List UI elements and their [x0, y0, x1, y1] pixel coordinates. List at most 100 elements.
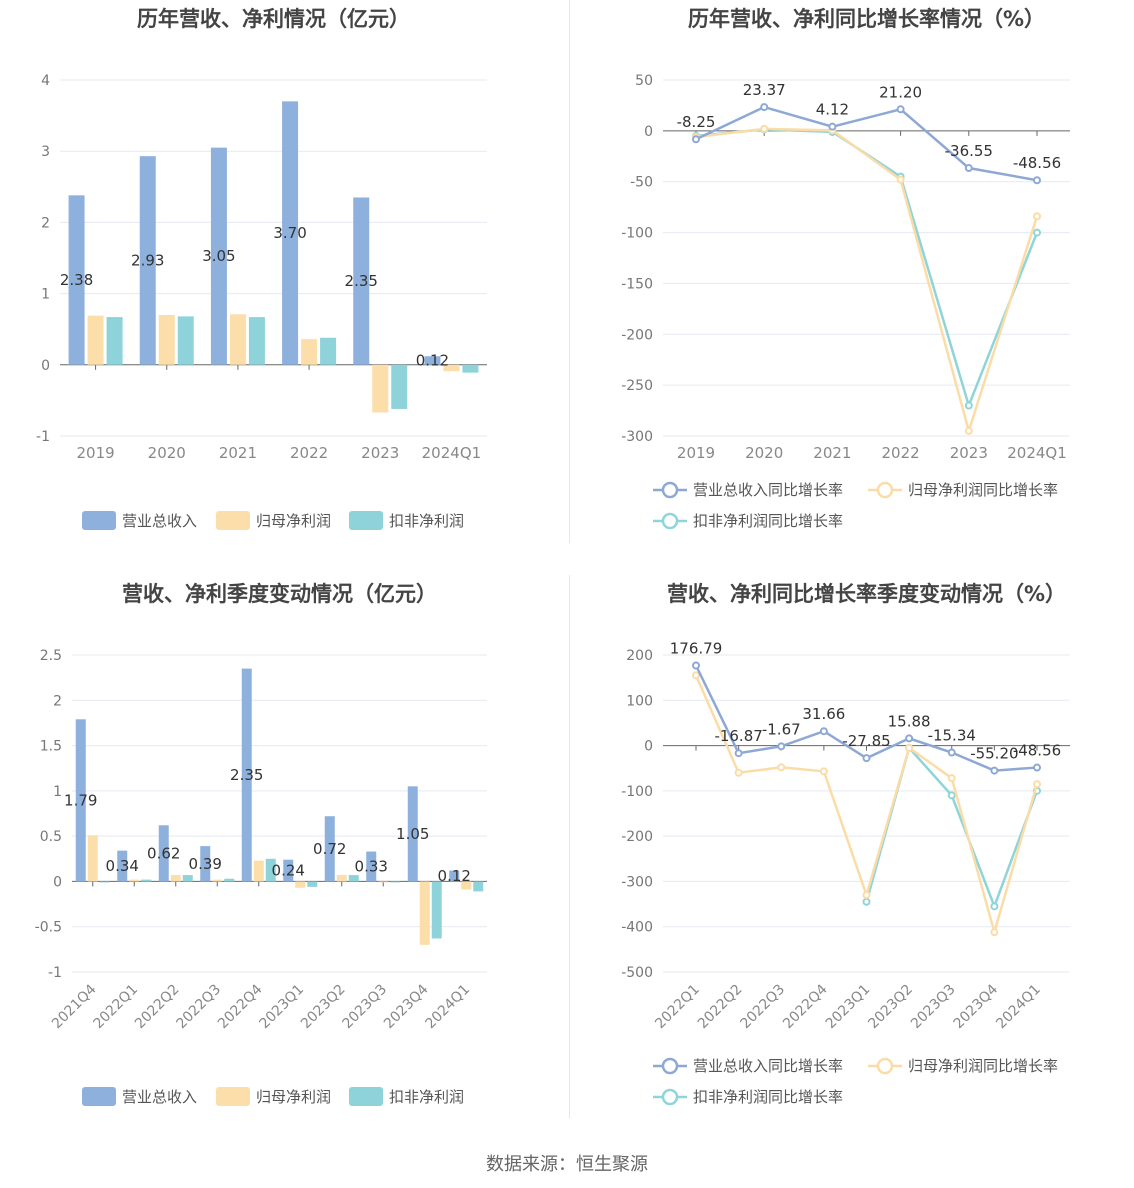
quarterly-revenue-profit-chart: 营收、净利季度变动情况（亿元） -1 -0.5 0 0.5 1 1.5 2 2.5 1.79 0.3…	[0, 575, 567, 1150]
quarterly-growth-rate-svg: 营收、净利同比增长率季度变动情况（%） -500 -400 -300 -200 -100 0…	[621, 582, 1070, 1106]
bar-net-profit	[461, 881, 472, 890]
panel-divider-top	[569, 0, 570, 543]
bar-deducted-profit	[177, 316, 194, 365]
series-point	[1033, 763, 1041, 772]
series-line-net-profit	[695, 127, 1039, 436]
annual-growth-rate-svg: 历年营收、净利同比增长率情况（%） -300 -250 -200 -150 -100 -50…	[621, 7, 1070, 530]
series-point	[692, 661, 700, 670]
bar-data-label: 0.33	[355, 857, 388, 875]
line-data-label: -48.56	[1013, 742, 1061, 760]
line-data-label: 31.66	[802, 705, 845, 723]
bar-revenue	[117, 850, 128, 882]
y-tick-label: -50	[630, 175, 653, 191]
bar-revenue	[68, 195, 85, 365]
line-data-label: 21.20	[879, 83, 922, 101]
line-data-label: -48.56	[1013, 154, 1061, 172]
bar-revenue	[241, 668, 252, 882]
bar-deducted-profit	[391, 364, 408, 409]
legend-swatch	[349, 1087, 383, 1106]
bar-net-profit	[212, 879, 223, 882]
line-data-label: -27.85	[842, 732, 890, 750]
y-tick-label: 3	[41, 144, 50, 160]
bar-net-profit	[170, 875, 181, 882]
bar-net-profit	[378, 881, 389, 883]
chart-title: 历年营收、净利同比增长率情况（%）	[688, 7, 1045, 31]
bar-data-label: 2.35	[230, 766, 263, 784]
line-data-label: 15.88	[888, 712, 931, 730]
series-point	[862, 754, 871, 763]
bar-data-label: 0.34	[106, 857, 139, 875]
x-tick-label: 2023	[361, 444, 399, 462]
bar-revenue	[75, 719, 86, 882]
series-point	[947, 774, 956, 783]
series-point	[947, 748, 956, 757]
line-data-label: -8.25	[677, 113, 716, 131]
series-point	[896, 175, 905, 184]
series-point	[1033, 176, 1041, 185]
y-tick-label: 1	[41, 287, 50, 303]
bar-deducted-profit	[390, 881, 401, 883]
series-point	[1033, 780, 1041, 789]
y-tick-label: -200	[621, 327, 653, 343]
bar-net-profit	[372, 364, 389, 413]
legend-label: 归母净利润同比增长率	[908, 481, 1058, 499]
bar-deducted-profit	[99, 881, 110, 883]
annual-revenue-profit-chart: 历年营收、净利情况（亿元） -1 0 1 2 3 4 2.38 2.93 3.05 3.70 2.35…	[0, 0, 567, 575]
series-point	[896, 105, 905, 114]
y-tick-label: 0	[644, 124, 653, 140]
series-point	[819, 727, 828, 736]
x-tick-label: 2020	[745, 444, 783, 462]
legend-label: 归母净利润同比增长率	[908, 1057, 1058, 1075]
x-tick-label: 2022Q2	[695, 982, 746, 1033]
legend-label: 扣非净利润	[389, 512, 464, 530]
legend-swatch	[216, 1087, 250, 1106]
bar-data-label: 0.12	[438, 867, 471, 885]
y-tick-label: -100	[621, 226, 653, 242]
series-point	[964, 401, 973, 410]
series-point	[828, 122, 837, 131]
y-tick-label: -0.5	[35, 920, 62, 936]
bar-net-profit	[336, 875, 347, 882]
x-tick-label: 2024Q1	[993, 982, 1044, 1033]
bar-deducted-profit	[431, 881, 442, 939]
bar-revenue	[324, 816, 335, 882]
series-point	[1033, 228, 1041, 237]
bar-deducted-profit	[106, 317, 123, 365]
bar-revenue	[210, 147, 227, 365]
x-tick-label: 2022	[290, 444, 328, 462]
legend-label: 扣非净利润同比增长率	[693, 1088, 843, 1106]
x-tick-label: 2023Q1	[256, 982, 307, 1033]
x-tick-label: 2024Q1	[422, 982, 473, 1033]
panel-divider-bottom	[569, 575, 570, 1118]
x-tick-label: 2023	[950, 444, 988, 462]
legend-label: 扣非净利润同比增长率	[693, 512, 843, 530]
y-tick-label: 2.5	[40, 648, 62, 664]
legend-marker	[661, 512, 679, 530]
x-tick-label: 2023Q3	[908, 982, 959, 1033]
data-source-note: 数据来源：恒生聚源	[486, 1154, 648, 1175]
legend-label: 营业总收入同比增长率	[693, 481, 843, 499]
series-line-revenue	[695, 105, 1038, 182]
x-tick-label: 2022Q3	[173, 982, 224, 1033]
chart-title: 营收、净利同比增长率季度变动情况（%）	[667, 582, 1066, 606]
annual-revenue-profit-svg: 历年营收、净利情况（亿元） -1 0 1 2 3 4 2.38 2.93 3.05 3.70 2.35…	[36, 7, 487, 530]
legend-label: 归母净利润	[256, 1088, 331, 1106]
bar-revenue	[366, 851, 377, 882]
series-point	[990, 766, 999, 775]
bar-revenue	[449, 870, 460, 882]
legend-swatch	[349, 511, 383, 530]
series-point	[777, 742, 786, 751]
bar-data-label: 0.24	[272, 862, 305, 880]
x-tick-label: 2022Q4	[780, 981, 831, 1032]
y-tick-label: 4	[41, 73, 50, 89]
bar-net-profit	[295, 881, 306, 888]
legend-marker	[661, 1088, 679, 1106]
legend-marker	[661, 1057, 679, 1075]
bar-data-label: 0.72	[313, 840, 346, 858]
series-point	[947, 791, 956, 800]
x-tick-label: 2024Q1	[1007, 444, 1067, 462]
y-tick-label: 0	[41, 358, 50, 374]
y-tick-label: 0	[53, 874, 62, 890]
y-tick-label: -200	[621, 829, 653, 845]
bar-deducted-profit	[320, 337, 337, 365]
